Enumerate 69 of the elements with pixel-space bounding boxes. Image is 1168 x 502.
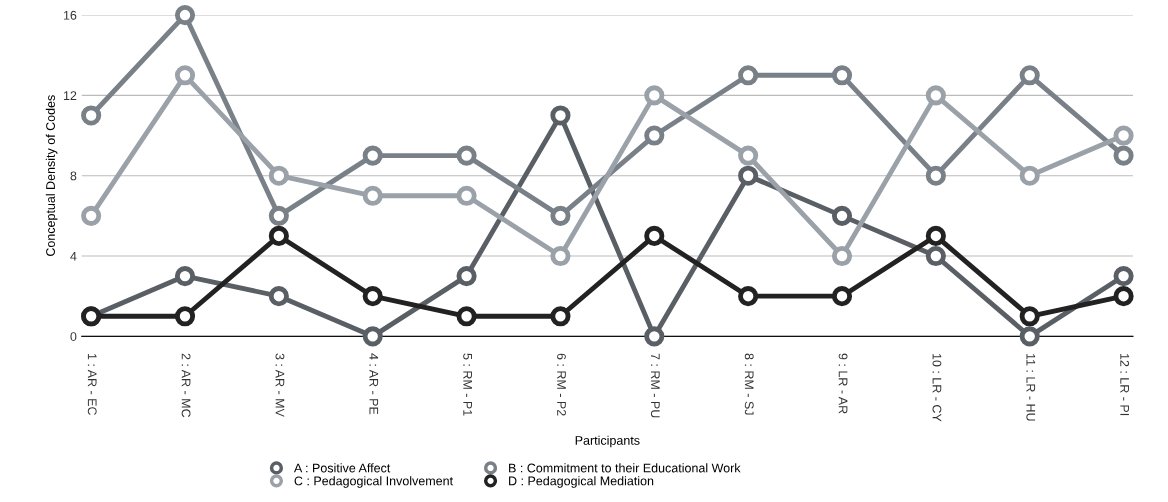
x-tick-label: 6 : RM - P2 xyxy=(557,353,566,416)
point xyxy=(1019,165,1040,186)
x-axis-title: Participants xyxy=(575,435,640,448)
point xyxy=(268,225,289,247)
point xyxy=(1113,286,1134,307)
point xyxy=(831,205,853,226)
point xyxy=(550,306,571,327)
point xyxy=(550,245,571,267)
point xyxy=(1113,125,1134,146)
point xyxy=(456,266,477,287)
point xyxy=(925,85,946,106)
x-tick-label: 12 : LR - PI xyxy=(1120,353,1130,416)
point xyxy=(1019,65,1040,86)
x-tick-label: 4 : AR - PE xyxy=(369,353,379,415)
point xyxy=(456,306,477,327)
x-tick-label: 7 : RM - PU xyxy=(650,353,660,418)
point xyxy=(644,225,665,247)
point xyxy=(362,185,383,206)
point xyxy=(174,306,196,327)
point xyxy=(456,185,477,206)
point xyxy=(456,145,477,166)
point xyxy=(738,286,759,307)
point xyxy=(644,125,665,146)
point xyxy=(738,165,759,186)
x-tick-label: 11 : LR - HU xyxy=(1026,353,1036,421)
y-tick-label: 16 xyxy=(63,10,77,20)
point xyxy=(268,165,289,186)
point xyxy=(738,145,759,166)
legend-label: D : Pedagogical Mediation xyxy=(509,476,654,488)
point xyxy=(644,326,665,347)
point xyxy=(174,266,196,287)
y-tick-label: 0 xyxy=(70,332,77,341)
y-tick-label: 8 xyxy=(70,171,77,181)
legend-label: C : Pedagogical Involvement xyxy=(294,476,453,488)
x-tick-label: 5 : RM - P1 xyxy=(463,353,472,416)
point xyxy=(831,245,853,267)
x-tick-label: 10 : LR - CY xyxy=(932,353,942,422)
point xyxy=(362,286,383,307)
point xyxy=(268,205,289,226)
point xyxy=(1019,306,1040,327)
point xyxy=(1113,266,1134,287)
point xyxy=(831,286,853,307)
point xyxy=(174,65,196,86)
point xyxy=(174,4,196,26)
y-axis-title: Conceptual Density of Codes xyxy=(45,95,58,257)
point xyxy=(81,105,102,126)
point xyxy=(550,105,571,126)
x-tick-label: 2 : AR - MC xyxy=(181,353,191,418)
point xyxy=(1019,326,1040,347)
point xyxy=(268,286,289,307)
point xyxy=(925,165,946,186)
point xyxy=(925,225,946,247)
y-tick-label: 4 xyxy=(70,251,77,261)
point xyxy=(1113,145,1134,166)
y-tick-label: 12 xyxy=(63,91,77,100)
x-tick-label: 8 : RM - SJ xyxy=(744,353,754,415)
point xyxy=(81,205,102,226)
point xyxy=(362,145,383,166)
legend-label: A : Positive Affect xyxy=(293,463,391,473)
point xyxy=(550,205,571,226)
point xyxy=(738,65,759,86)
point xyxy=(362,326,383,347)
point xyxy=(925,245,946,267)
point xyxy=(644,85,665,106)
x-tick-label: 3 : AR - MV xyxy=(275,353,285,417)
x-tick-label: 9 : LR - AR xyxy=(838,353,848,414)
x-tick-label: 1 : AR - EC xyxy=(87,353,97,416)
point xyxy=(831,65,853,86)
legend-label: B : Commitment to their Educational Work xyxy=(509,463,741,473)
